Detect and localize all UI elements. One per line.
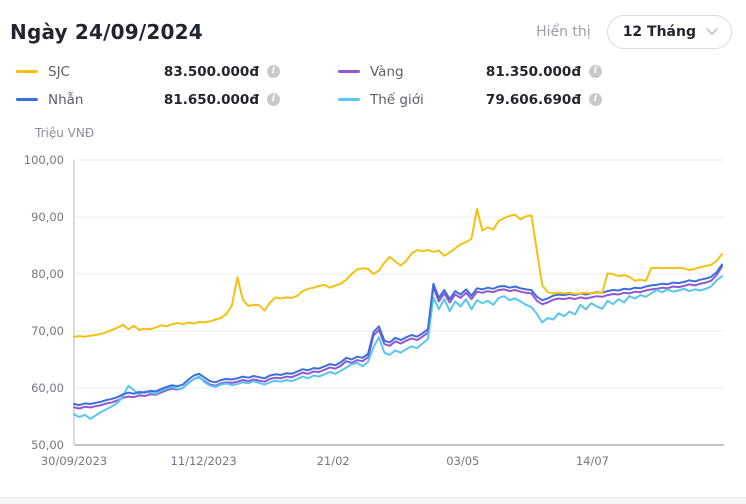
series-line-nhẫn xyxy=(73,263,723,407)
y-tick-label: 60,00 xyxy=(31,381,64,395)
chevron-down-icon xyxy=(706,28,718,36)
bottom-divider xyxy=(0,497,746,504)
x-tick-label: 21/02 xyxy=(317,454,350,468)
legend-item-vang[interactable]: Vàng 81.350.000đ i xyxy=(338,62,602,81)
page-title: Ngày 24/09/2024 xyxy=(10,20,203,44)
legend-label: SJC xyxy=(48,63,70,80)
legend-value: 79.606.690đ xyxy=(485,91,581,108)
nhan-line-swatch xyxy=(16,98,38,101)
y-tick-label: 50,00 xyxy=(31,438,64,452)
chart-header: Ngày 24/09/2024 Hiển thị 12 Tháng xyxy=(10,12,732,52)
series-line-thế-giới xyxy=(73,275,723,420)
y-tick-label: 100,00 xyxy=(24,153,64,167)
series-line-sjc xyxy=(73,208,723,338)
period-dropdown-value: 12 Tháng xyxy=(622,24,696,40)
legend-label: Nhẫn xyxy=(48,91,84,108)
x-tick-label: 11/12/2023 xyxy=(170,454,236,468)
display-label: Hiển thị xyxy=(536,24,591,40)
legend-label: Thế giới xyxy=(370,91,424,108)
thegioi-line-swatch xyxy=(338,98,360,101)
info-icon[interactable]: i xyxy=(589,65,602,78)
legend-label: Vàng xyxy=(370,63,404,80)
legend-value: 81.350.000đ xyxy=(485,63,581,80)
y-tick-label: 70,00 xyxy=(31,324,64,338)
legend-item-sjc[interactable]: SJC 83.500.000đ i xyxy=(16,62,280,81)
info-icon[interactable]: i xyxy=(267,65,280,78)
x-tick-label: 30/09/2023 xyxy=(41,454,107,468)
x-tick-label: 14/07 xyxy=(576,454,609,468)
y-tick-label: 90,00 xyxy=(31,210,64,224)
y-axis-unit-label: Triệu VNĐ xyxy=(35,126,95,140)
legend-item-nhan[interactable]: Nhẫn 81.650.000đ i xyxy=(16,90,280,109)
legend-value: 81.650.000đ xyxy=(163,91,259,108)
period-dropdown[interactable]: 12 Tháng xyxy=(606,15,732,49)
legend-value: 83.500.000đ xyxy=(163,63,259,80)
y-tick-label: 80,00 xyxy=(31,267,64,281)
display-controls: Hiển thị 12 Tháng xyxy=(536,15,732,49)
x-tick-label: 03/05 xyxy=(446,454,479,468)
legend-item-thegioi[interactable]: Thế giới 79.606.690đ i xyxy=(338,90,602,109)
vang-line-swatch xyxy=(338,70,360,73)
price-chart: 100,00 90,00 80,00 70,00 60,00 50,00 30/09/202… xyxy=(24,153,724,468)
sjc-line-swatch xyxy=(16,70,38,73)
chart-legend: SJC 83.500.000đ i Vàng 81.350.000đ i Nhẫ… xyxy=(16,62,602,109)
info-icon[interactable]: i xyxy=(589,93,602,106)
info-icon[interactable]: i xyxy=(267,93,280,106)
